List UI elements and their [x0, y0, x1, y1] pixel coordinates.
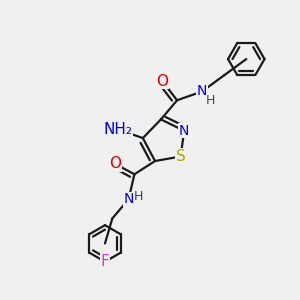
- Text: O: O: [109, 157, 121, 172]
- Text: F: F: [100, 254, 109, 269]
- Text: S: S: [176, 149, 185, 164]
- Text: H: H: [133, 190, 143, 203]
- Text: N: N: [123, 192, 134, 206]
- Text: O: O: [156, 74, 168, 88]
- Text: H: H: [206, 94, 215, 107]
- Text: N: N: [197, 84, 207, 98]
- Text: N: N: [179, 124, 189, 138]
- Text: NH₂: NH₂: [103, 122, 132, 137]
